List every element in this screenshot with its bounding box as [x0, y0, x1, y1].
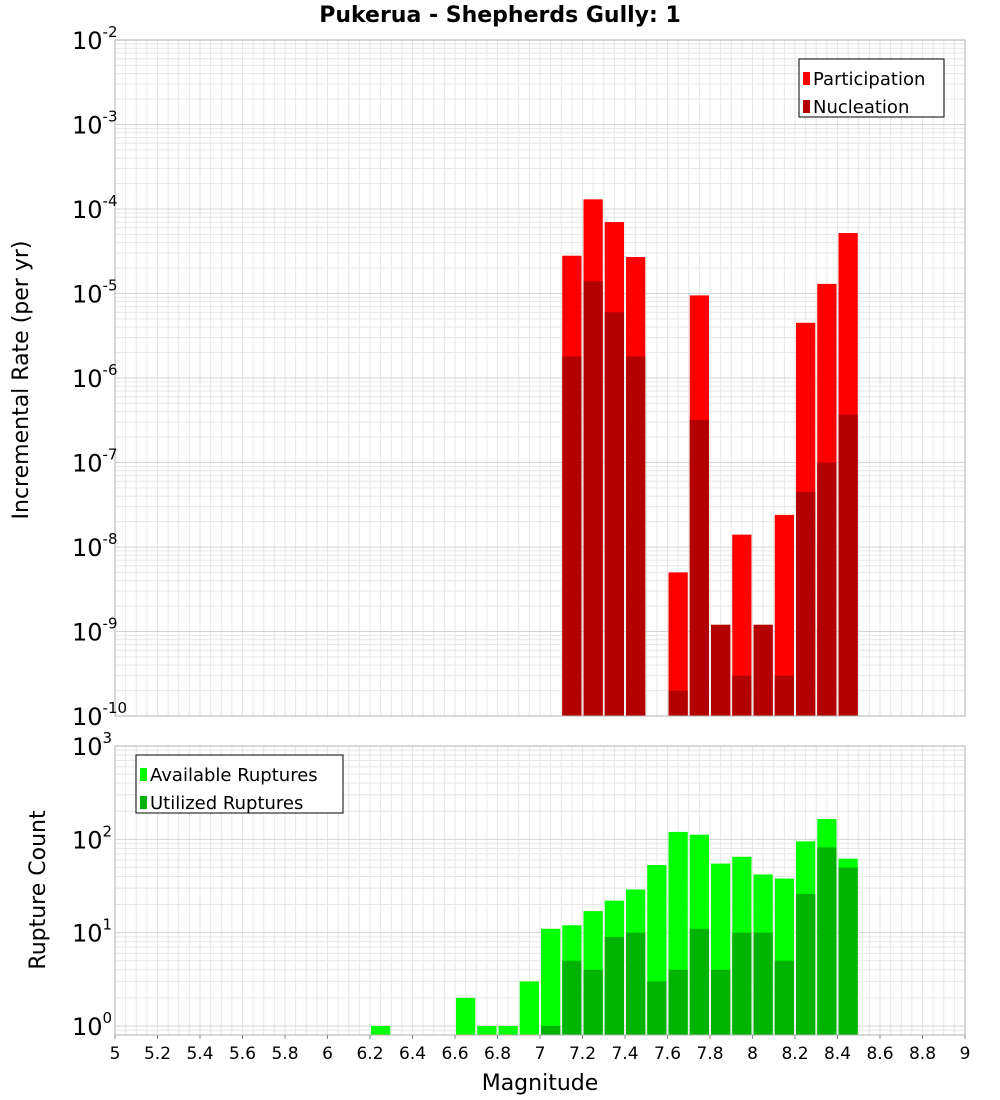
- x-tick-label: 6.4: [399, 1044, 426, 1064]
- top-y-axis-label: Incremental Rate (per yr): [9, 241, 34, 520]
- top-legend-swatch: [803, 100, 810, 113]
- top-legend-box: [798, 58, 945, 118]
- top-y-tick-label: 10-2: [72, 23, 118, 55]
- bottom-legend-swatch: [140, 796, 147, 809]
- bottom-y-tick-label: 102: [72, 822, 112, 854]
- top-y-tick-label: 10-3: [72, 108, 118, 140]
- x-tick-label: 8.2: [781, 1044, 808, 1064]
- bottom-bar-series1: [456, 997, 476, 1035]
- x-tick-label: 8.6: [866, 1044, 893, 1064]
- top-bar-series2: [753, 624, 773, 716]
- top-bar-series2: [796, 491, 816, 716]
- x-tick-label: 8.4: [824, 1044, 851, 1064]
- bottom-bar-series2: [689, 928, 709, 1035]
- x-tick-label: 8.8: [909, 1044, 936, 1064]
- top-y-tick-label: 10-6: [72, 361, 118, 393]
- top-y-tick-label: 10-10: [72, 699, 127, 731]
- x-tick-label: 7.2: [569, 1044, 596, 1064]
- bottom-y-tick-label: 101: [72, 916, 112, 948]
- x-tick-label: 7.8: [696, 1044, 723, 1064]
- top-y-tick-label: 10-8: [72, 530, 118, 562]
- x-tick-label: 7.4: [611, 1044, 638, 1064]
- bottom-bar-series2: [753, 932, 773, 1035]
- x-tick-label: 6.8: [484, 1044, 511, 1064]
- x-tick-label: 7.6: [654, 1044, 681, 1064]
- top-bar-series2: [817, 462, 837, 716]
- top-bar-series2: [838, 414, 858, 716]
- x-tick-label: 9: [960, 1044, 971, 1064]
- bottom-bar-series1: [371, 1025, 391, 1035]
- top-bar-series2: [732, 675, 752, 716]
- x-tick-label: 6.2: [356, 1044, 383, 1064]
- top-bar-series2: [626, 356, 646, 716]
- x-tick-label: 5.8: [271, 1044, 298, 1064]
- top-bar-series2: [774, 675, 794, 716]
- bottom-bar-series2: [541, 1025, 561, 1035]
- bottom-bar-series1: [477, 1025, 497, 1035]
- x-tick-label: 5.2: [144, 1044, 171, 1064]
- bottom-legend-label: Available Ruptures: [150, 765, 318, 786]
- bottom-legend-box: [135, 754, 344, 814]
- bottom-bar-series2: [647, 981, 667, 1035]
- bottom-bar-series2: [796, 893, 816, 1035]
- bottom-legend-swatch: [140, 768, 147, 781]
- bottom-legend-label: Utilized Ruptures: [150, 793, 303, 814]
- top-panel-incremental-rate: [114, 39, 966, 717]
- bottom-legend: Available Ruptures Utilized Ruptures: [135, 754, 344, 814]
- top-bar-series1: [668, 572, 688, 716]
- x-tick-label: 5.4: [186, 1044, 213, 1064]
- top-plot-frame: [114, 39, 966, 717]
- x-tick-label: 7: [535, 1044, 546, 1064]
- top-bar-series1: [732, 534, 752, 716]
- bottom-bar-series2: [732, 932, 752, 1035]
- bottom-bar-series2: [711, 969, 731, 1035]
- x-tick-label: 6: [322, 1044, 333, 1064]
- x-tick-label: 5: [110, 1044, 121, 1064]
- bottom-y-axis-label: Rupture Count: [26, 810, 51, 970]
- bottom-bar-series1: [498, 1025, 518, 1035]
- chart-title: Pukerua - Shepherds Gully: 1: [319, 3, 681, 28]
- bottom-bar-series2: [562, 960, 582, 1035]
- x-tick-label: 5.6: [229, 1044, 256, 1064]
- top-y-tick-label: 10-7: [72, 446, 118, 478]
- top-y-tick-label: 10-4: [72, 192, 118, 224]
- top-bar-series2: [668, 690, 688, 716]
- x-axis-label: Magnitude: [482, 1071, 599, 1096]
- x-tick-label: 8: [747, 1044, 758, 1064]
- bottom-bar-series2: [838, 867, 858, 1035]
- bottom-bar-series1: [519, 981, 539, 1035]
- top-legend-swatch: [803, 72, 810, 85]
- top-legend: Participation Nucleation: [798, 58, 945, 118]
- bottom-bar-series2: [626, 932, 646, 1035]
- top-bar-series2: [562, 356, 582, 716]
- bottom-panel-rupture-count: [114, 745, 966, 1036]
- bottom-bar-series2: [604, 936, 624, 1035]
- top-bar-series1: [774, 514, 794, 716]
- top-y-tick-label: 10-9: [72, 615, 118, 647]
- x-tick-label: 6.6: [441, 1044, 468, 1064]
- bottom-y-tick-label: 103: [72, 729, 112, 761]
- top-bar-series2: [711, 624, 731, 716]
- top-legend-label: Participation: [813, 69, 925, 90]
- bottom-bar-series1: [541, 928, 561, 1035]
- top-bar-series2: [583, 281, 603, 716]
- bottom-bar-series2: [583, 969, 603, 1035]
- bottom-bar-series2: [817, 847, 837, 1035]
- top-legend-label: Nucleation: [813, 97, 909, 118]
- bottom-bar-series2: [668, 969, 688, 1035]
- top-bar-series2: [689, 419, 709, 716]
- bottom-y-tick-label: 100: [72, 1009, 112, 1041]
- top-bar-series2: [604, 312, 624, 716]
- bottom-bar-series2: [774, 960, 794, 1035]
- top-y-tick-label: 10-5: [72, 277, 118, 309]
